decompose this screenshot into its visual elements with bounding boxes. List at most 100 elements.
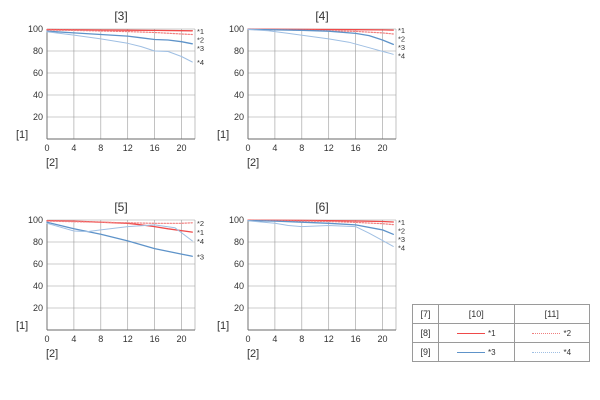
series-line — [46, 28, 193, 32]
series-line — [247, 29, 394, 55]
series-end-label: *4 — [398, 243, 405, 252]
y-tick-label: 100 — [229, 24, 244, 34]
x-tick-label: 12 — [324, 143, 334, 153]
legend-header-cell: [10] — [438, 304, 515, 324]
y-tick-label: 20 — [234, 303, 244, 313]
x-tick-label: 4 — [272, 143, 277, 153]
y-tick-label: 100 — [28, 215, 43, 225]
y-tick-label: 100 — [28, 24, 43, 34]
y-axis-label: [1] — [16, 129, 28, 141]
legend-swatch-solid-blue — [456, 352, 485, 354]
chart-title: [4] — [315, 9, 328, 23]
series-end-label: *1 — [398, 218, 405, 227]
series-line — [247, 220, 394, 247]
legend-entry: *2 — [513, 323, 590, 343]
y-tick-label: 60 — [234, 68, 244, 78]
x-tick-label: 12 — [324, 334, 334, 344]
x-tick-label: 8 — [299, 334, 304, 344]
legend-row-label: [8] — [411, 323, 440, 343]
y-tick-label: 40 — [234, 90, 244, 100]
y-axis-label: [1] — [16, 320, 28, 332]
x-tick-label: 12 — [123, 143, 133, 153]
x-tick-label: 8 — [98, 334, 103, 344]
series-line — [46, 29, 193, 36]
y-tick-label: 40 — [33, 90, 43, 100]
chart-title: [3] — [114, 9, 127, 23]
legend-entry-label: *4 — [563, 348, 572, 357]
series-line — [46, 222, 193, 242]
x-tick-label: 4 — [71, 143, 76, 153]
legend-entry: *4 — [513, 342, 590, 362]
series-end-label: *3 — [197, 252, 204, 261]
legend-header-row: [7] [10] [11] — [411, 304, 590, 324]
chart-panel: [4] 100 80 60 40 20 0 4 8 12 16 20 [1] [2] *1*2*3*4 — [217, 9, 405, 169]
x-tick-label: 0 — [245, 143, 250, 153]
series-end-label: *2 — [398, 226, 405, 235]
series-line — [46, 30, 193, 45]
y-tick-label: 80 — [234, 46, 244, 56]
x-tick-label: 4 — [272, 334, 277, 344]
y-tick-label: 40 — [234, 281, 244, 291]
x-axis-label: [2] — [247, 157, 259, 169]
x-tick-label: 16 — [351, 143, 361, 153]
series-end-label: *1 — [197, 228, 204, 237]
y-tick-label: 60 — [33, 259, 43, 269]
legend-entry-label: *1 — [487, 329, 496, 338]
x-tick-label: 8 — [98, 143, 103, 153]
y-tick-label: 80 — [33, 46, 43, 56]
y-tick-label: 60 — [234, 259, 244, 269]
legend-swatch-dotted-red — [532, 333, 561, 335]
legend-row: [8] *1 *2 — [411, 323, 590, 343]
y-tick-label: 20 — [33, 112, 43, 122]
chart-title: [6] — [315, 200, 328, 214]
legend-swatch-solid-red — [456, 333, 485, 335]
x-tick-label: 12 — [123, 334, 133, 344]
chart-panel: [5] 100 80 60 40 20 0 4 8 12 16 20 [1] [2] *2*1*4 *3 — [16, 200, 204, 360]
y-tick-label: 20 — [234, 112, 244, 122]
y-tick-label: 80 — [33, 237, 43, 247]
series-line — [247, 28, 394, 46]
legend-entry: *1 — [438, 323, 515, 343]
legend-header-cell: [7] — [411, 304, 440, 324]
x-axis-label: [2] — [247, 348, 259, 360]
x-tick-label: 8 — [299, 143, 304, 153]
x-axis-label: [2] — [46, 157, 58, 169]
series-end-label: *3 — [398, 43, 405, 52]
x-tick-label: 20 — [378, 143, 388, 153]
series-line — [46, 220, 193, 224]
series-end-label: *4 — [197, 237, 204, 246]
legend-entry-label: *3 — [487, 348, 496, 357]
y-tick-label: 80 — [234, 237, 244, 247]
x-tick-label: 20 — [177, 143, 187, 153]
x-tick-label: 4 — [71, 334, 76, 344]
series-line — [46, 221, 193, 257]
y-tick-label: 40 — [33, 281, 43, 291]
series-end-label: *3 — [197, 44, 204, 53]
series-line — [247, 219, 394, 235]
series-end-label: *3 — [398, 235, 405, 244]
series-end-label: *1 — [398, 26, 405, 35]
x-tick-label: 16 — [150, 143, 160, 153]
series-end-label: *4 — [197, 58, 204, 67]
y-axis-label: [1] — [217, 320, 229, 332]
x-tick-label: 0 — [44, 334, 49, 344]
legend-table: [7] [10] [11] [8] *1 *2 [9] *3 *4 — [411, 304, 590, 362]
legend-row: [9] *3 *4 — [411, 342, 590, 362]
y-axis-label: [1] — [217, 129, 229, 141]
legend-header-cell: [11] — [513, 304, 590, 324]
x-axis-label: [2] — [46, 348, 58, 360]
y-tick-label: 100 — [229, 215, 244, 225]
series-end-label: *2 — [398, 35, 405, 44]
x-tick-label: 16 — [351, 334, 361, 344]
y-tick-label: 60 — [33, 68, 43, 78]
y-tick-label: 20 — [33, 303, 43, 313]
x-tick-label: 20 — [378, 334, 388, 344]
series-end-label: *1 — [197, 27, 204, 36]
legend-row-label: [9] — [411, 342, 440, 362]
x-tick-label: 20 — [177, 334, 187, 344]
legend-entry-label: *2 — [563, 329, 572, 338]
x-tick-label: 0 — [44, 143, 49, 153]
chart-title: [5] — [114, 200, 127, 214]
legend-swatch-dotted-blue — [532, 352, 561, 354]
